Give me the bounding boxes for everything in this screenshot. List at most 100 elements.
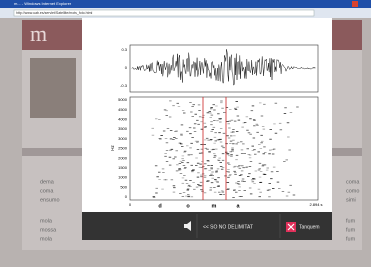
close-window[interactable] [352,1,358,7]
spectral-energy [261,116,264,117]
spectral-energy [231,132,234,133]
spectral-energy [207,112,210,113]
spectral-energy [241,127,244,128]
spectral-energy [153,196,156,197]
spectral-energy [218,160,221,161]
page: {"window": {"title": "m... - Windows Int… [0,0,371,267]
spectral-energy [197,172,200,173]
word: mola [40,218,53,224]
spectral-energy [210,139,213,140]
spectral-energy [204,175,207,176]
spectral-energy [156,176,159,177]
spectral-energy [259,103,262,104]
spectral-energy [238,184,241,185]
spectral-energy [269,150,272,151]
spectral-energy [173,192,176,193]
spectral-energy [185,180,188,181]
spectral-energy [155,165,158,166]
spectral-energy [217,186,220,187]
word: ensumo [40,197,60,203]
spectral-energy [233,189,236,190]
spectral-energy [269,183,272,184]
spec-tick-label: 5000 [118,97,128,102]
spectral-energy [164,110,167,111]
spectral-energy [173,158,176,159]
spectral-energy [233,167,236,168]
word: dema [40,179,55,185]
spectral-energy [227,163,230,164]
spectral-energy [187,162,190,163]
spectral-energy [231,150,234,151]
spectral-energy [213,157,216,158]
spectral-energy [189,102,192,103]
spectral-energy [234,166,237,167]
spectral-energy [242,144,245,145]
spectral-energy [210,124,213,125]
spectral-energy [210,107,213,108]
spectral-energy [217,169,220,170]
spectral-energy [237,116,240,117]
spectral-energy [264,165,267,166]
spectral-energy [190,112,193,113]
spectral-energy [235,159,238,160]
spectral-energy [218,158,221,159]
spectral-energy [229,143,232,144]
spec-tick-label: 2000 [118,155,128,160]
spectral-energy [190,154,193,155]
spectral-energy [187,196,190,197]
spectral-energy [209,113,212,114]
spectral-energy [219,194,222,195]
spectral-energy [180,173,183,174]
spectral-energy [152,128,155,129]
spectral-energy [161,189,164,190]
spectral-energy [217,113,220,114]
delimit-button[interactable]: << SO NO DELIMITAT [203,224,253,230]
spectral-energy [263,153,266,154]
spectral-energy [169,117,172,118]
spectral-energy [277,182,280,183]
spectral-energy [243,181,246,182]
spectral-energy [246,130,249,131]
spectral-energy [264,152,267,153]
spectral-energy [155,118,158,119]
spectral-energy [241,153,244,154]
word: como [346,188,359,194]
spectral-energy [219,122,222,123]
spectral-energy [170,139,173,140]
spectral-energy [197,184,200,185]
spectral-energy [181,158,184,159]
window-title: m... - Windows Internet Explorer [14,1,72,6]
spectral-energy [230,156,233,157]
spectral-energy [213,187,216,188]
spectral-energy [188,196,191,197]
spectral-energy [252,178,255,179]
spectral-energy [214,155,217,156]
spectral-energy [169,150,172,151]
spectral-energy [268,196,271,197]
spectral-energy [237,181,240,182]
segment-label: m [212,203,217,209]
spectral-energy [152,135,155,136]
spectral-energy [247,148,250,149]
spectral-energy [208,170,211,171]
spectral-energy [239,168,242,169]
spectral-energy [173,137,176,138]
spectral-energy [279,123,282,124]
spectral-energy [215,149,218,150]
spectral-energy [191,196,194,197]
spectral-energy [175,138,178,139]
spectral-energy [258,144,261,145]
close-button[interactable]: Tanquem [299,224,320,230]
spectral-energy [273,124,276,125]
spectral-energy [213,104,216,105]
spectral-energy [166,142,169,143]
spectral-energy [160,135,163,136]
spectral-energy [169,157,172,158]
spectral-energy [255,171,258,172]
spectral-energy [210,108,213,109]
spectral-energy [259,168,262,169]
spectral-energy [158,138,161,139]
spectral-energy [182,156,185,157]
spectral-energy [210,168,213,169]
spectral-energy [200,182,203,183]
